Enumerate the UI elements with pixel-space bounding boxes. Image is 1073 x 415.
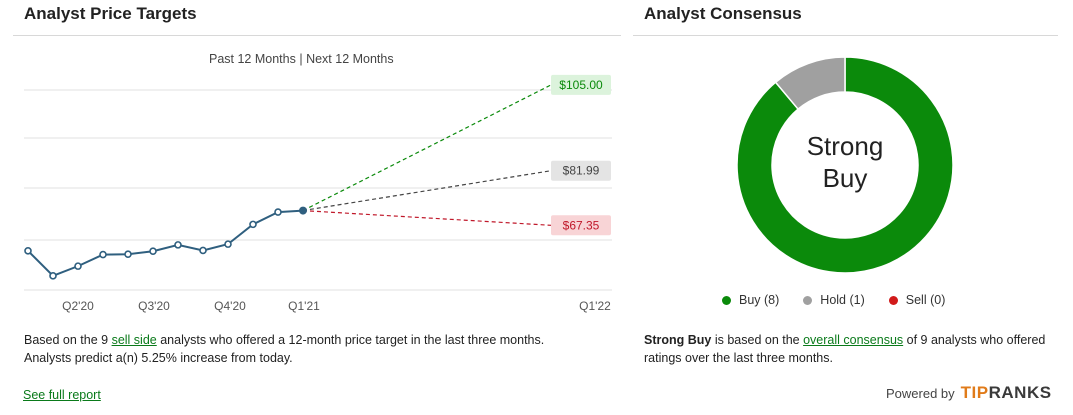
- period-tabs: Past 12 Months | Next 12 Months: [209, 52, 394, 66]
- price-targets-title: Analyst Price Targets: [24, 4, 197, 23]
- donut-slice-hold: [774, 56, 846, 111]
- desc-text: ratings over the last three months.: [644, 351, 833, 365]
- legend-sell-dot: [888, 295, 898, 305]
- price-point: [74, 262, 82, 270]
- desc-text: analysts who offered a 12-month price ta…: [156, 333, 545, 347]
- price-point: [24, 247, 32, 255]
- x-tick-label: Q2'20: [62, 299, 94, 313]
- see-full-report-link[interactable]: See full report: [23, 388, 101, 402]
- legend-item-hold: Hold (1): [803, 293, 865, 307]
- legend-sell-label: Sell (0): [905, 293, 946, 307]
- projection-label: $105.00: [559, 78, 603, 92]
- projection-label: $81.99: [563, 164, 600, 178]
- tab-past-12-months[interactable]: Past 12 Months: [209, 52, 296, 66]
- consensus-description: Strong Buy is based on the overall conse…: [644, 331, 1064, 367]
- projection-line: [302, 84, 552, 212]
- projection-line: [302, 170, 552, 212]
- price-point: [249, 220, 257, 229]
- x-tick-label: Q1'22: [579, 299, 611, 313]
- legend-buy-label: Buy (8): [739, 293, 780, 307]
- tab-next-12-months[interactable]: Next 12 Months: [306, 52, 394, 66]
- legend-item-buy: Buy (8): [722, 293, 779, 307]
- logo-tip: TIP: [960, 383, 989, 402]
- projection-label: $67.35: [563, 218, 600, 232]
- price-point: [174, 241, 182, 249]
- price-point: [149, 247, 157, 256]
- consensus-line-1: Strong: [806, 131, 884, 161]
- price-point: [49, 272, 57, 280]
- tipranks-logo: TIPRANKS: [961, 383, 1052, 403]
- price-point: [124, 250, 132, 259]
- price-point: [224, 240, 232, 248]
- overall-consensus-link[interactable]: overall consensus: [803, 333, 904, 347]
- projection-line: [302, 209, 552, 226]
- donut-slice-buy: [736, 56, 954, 274]
- price-point: [274, 208, 282, 216]
- legend-hold-dot: [803, 295, 813, 305]
- x-tick-label: Q1'21: [288, 299, 320, 313]
- logo-ranks: RANKS: [988, 383, 1052, 402]
- price-target-description: Based on the 9 sell side analysts who of…: [24, 331, 614, 367]
- desc-text: of 9 analysts who offered: [903, 333, 1046, 347]
- powered-by-label: Powered by: [886, 385, 955, 401]
- current-price-point: [299, 206, 307, 215]
- projection-label-bg: [551, 215, 611, 236]
- consensus-donut-chart: [736, 56, 954, 274]
- legend-item-sell: Sell (0): [888, 293, 946, 307]
- desc-prediction: Analysts predict a(n) 5.25% increase fro…: [24, 351, 293, 365]
- consensus-legend: Buy (8) Hold (1) Sell (0): [722, 293, 945, 307]
- legend-hold-label: Hold (1): [820, 293, 865, 307]
- price-target-chart: Q2'20 Q3'20 Q4'20 Q1'21 Q1'22 $105.00 $81.99 $6…: [24, 74, 612, 313]
- tab-separator: |: [295, 52, 307, 66]
- x-tick-label: Q3'20: [138, 299, 170, 313]
- consensus-rating: Strong Buy: [775, 130, 915, 194]
- powered-by[interactable]: Powered by TIPRANKS: [886, 383, 1052, 403]
- price-history-line: [27, 209, 304, 277]
- consensus-line-2: Buy: [822, 163, 868, 193]
- sell-side-link[interactable]: sell side: [111, 333, 157, 347]
- x-tick-label: Q4'20: [214, 299, 246, 313]
- desc-text: Based on the 9: [24, 333, 112, 347]
- title-divider: [633, 35, 1058, 36]
- projection-label-bg: [551, 74, 611, 95]
- projection-label-bg: [551, 160, 611, 181]
- title-divider: [13, 35, 621, 36]
- legend-buy-dot: [722, 295, 731, 305]
- consensus-title: Analyst Consensus: [644, 4, 802, 23]
- desc-text: is based on the: [711, 333, 804, 347]
- price-point: [99, 250, 107, 259]
- consensus-bold: Strong Buy: [644, 333, 712, 347]
- price-point: [199, 246, 207, 255]
